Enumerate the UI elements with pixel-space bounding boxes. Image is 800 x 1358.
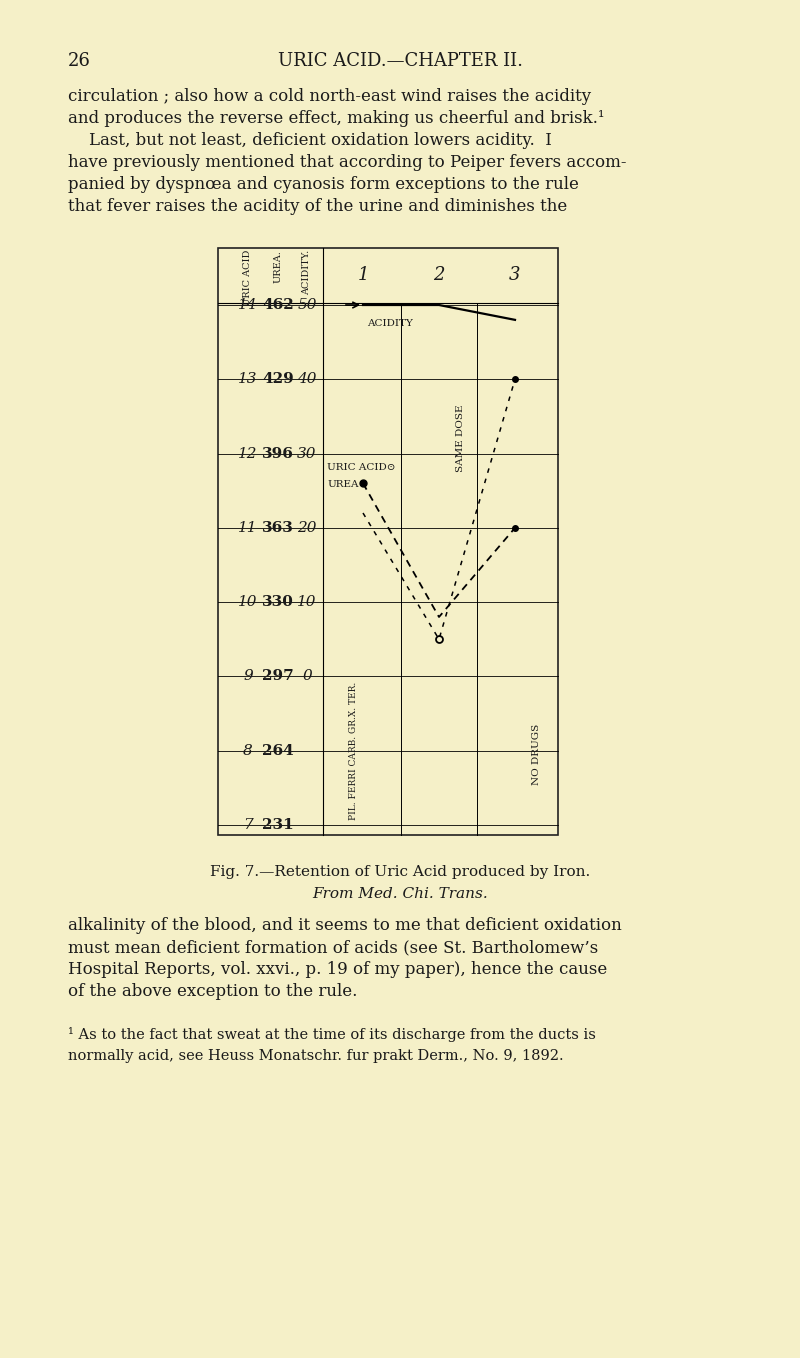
Text: 363: 363	[262, 521, 294, 535]
Text: 1: 1	[358, 266, 369, 284]
Bar	[218, 249, 558, 835]
Text: 40: 40	[298, 372, 317, 386]
Text: 10: 10	[238, 595, 258, 610]
Text: 12: 12	[238, 447, 258, 460]
Text: 7: 7	[243, 818, 253, 832]
Text: URIC ACID⊙: URIC ACID⊙	[327, 463, 395, 473]
Text: SAME DOSE: SAME DOSE	[456, 405, 465, 473]
Text: 297: 297	[262, 669, 294, 683]
Text: normally acid, see Heuss Monatschr. fur prakt Derm., No. 9, 1892.: normally acid, see Heuss Monatschr. fur …	[68, 1048, 564, 1063]
Text: 14: 14	[238, 297, 258, 312]
Text: must mean deficient formation of acids (see St. Bartholomew’s: must mean deficient formation of acids (…	[68, 938, 598, 956]
Text: 330: 330	[262, 595, 294, 610]
Text: 0: 0	[302, 669, 312, 683]
Text: 9: 9	[243, 669, 253, 683]
Text: URIC ACID.—CHAPTER II.: URIC ACID.—CHAPTER II.	[278, 52, 522, 71]
Text: 50: 50	[298, 297, 317, 312]
Text: 26: 26	[68, 52, 91, 71]
Text: 8: 8	[243, 744, 253, 758]
Text: 11: 11	[238, 521, 258, 535]
Text: PIL. FERRI CARB. GR.X. TER.: PIL. FERRI CARB. GR.X. TER.	[349, 682, 358, 820]
Text: ACIDITY: ACIDITY	[367, 319, 413, 329]
Text: 13: 13	[238, 372, 258, 386]
Text: that fever raises the acidity of the urine and diminishes the: that fever raises the acidity of the uri…	[68, 198, 567, 215]
Text: 3: 3	[510, 266, 521, 284]
Text: panied by dyspnœa and cyanosis form exceptions to the rule: panied by dyspnœa and cyanosis form exce…	[68, 177, 579, 193]
Text: alkalinity of the blood, and it seems to me that deficient oxidation: alkalinity of the blood, and it seems to…	[68, 917, 622, 934]
Text: Fig. 7.—Retention of Uric Acid produced by Iron.: Fig. 7.—Retention of Uric Acid produced …	[210, 865, 590, 879]
Text: 10: 10	[298, 595, 317, 610]
Text: 2: 2	[434, 266, 445, 284]
Text: UREA↖: UREA↖	[327, 479, 367, 489]
Text: 264: 264	[262, 744, 294, 758]
Text: NO DRUGS: NO DRUGS	[532, 724, 541, 785]
Text: Last, but not least, deficient oxidation lowers acidity.  I: Last, but not least, deficient oxidation…	[68, 132, 552, 149]
Text: Hospital Reports, vol. xxvi., p. 19 of my paper), hence the cause: Hospital Reports, vol. xxvi., p. 19 of m…	[68, 961, 607, 978]
Text: 462: 462	[262, 297, 294, 312]
Text: ACIDITY.: ACIDITY.	[302, 250, 311, 295]
Text: 30: 30	[298, 447, 317, 460]
Text: 429: 429	[262, 372, 294, 386]
Text: circulation ; also how a cold north-east wind raises the acidity: circulation ; also how a cold north-east…	[68, 88, 591, 105]
Text: 231: 231	[262, 818, 294, 832]
Text: of the above exception to the rule.: of the above exception to the rule.	[68, 983, 358, 999]
Text: From Med. Chi. Trans.: From Med. Chi. Trans.	[312, 887, 488, 900]
Text: UREA.: UREA.	[274, 250, 282, 282]
Text: 20: 20	[298, 521, 317, 535]
Text: URIC ACID: URIC ACID	[243, 250, 253, 307]
Text: 396: 396	[262, 447, 294, 460]
Text: have previously mentioned that according to Peiper fevers accom-: have previously mentioned that according…	[68, 153, 626, 171]
Text: and produces the reverse effect, making us cheerful and brisk.¹: and produces the reverse effect, making …	[68, 110, 605, 128]
Text: ¹ As to the fact that sweat at the time of its discharge from the ducts is: ¹ As to the fact that sweat at the time …	[68, 1027, 596, 1042]
